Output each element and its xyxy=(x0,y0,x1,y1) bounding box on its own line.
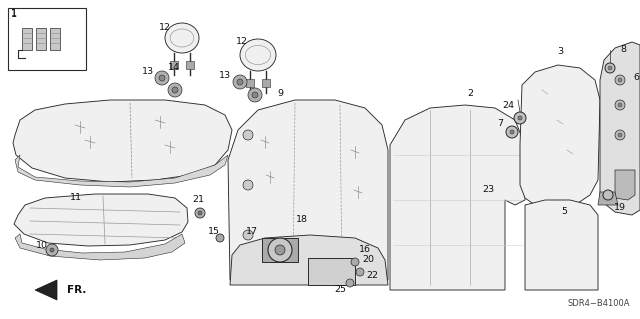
Polygon shape xyxy=(525,200,598,290)
Ellipse shape xyxy=(165,23,199,53)
Text: 2: 2 xyxy=(467,88,473,98)
Bar xyxy=(8,8,86,70)
Text: 13: 13 xyxy=(142,68,154,77)
Circle shape xyxy=(615,100,625,110)
Polygon shape xyxy=(308,258,355,285)
Circle shape xyxy=(603,190,613,200)
Text: 6: 6 xyxy=(633,73,639,83)
Text: 11: 11 xyxy=(70,192,82,202)
Circle shape xyxy=(159,75,165,81)
Circle shape xyxy=(615,75,625,85)
Text: 14: 14 xyxy=(168,63,180,71)
Circle shape xyxy=(195,208,205,218)
Text: 7: 7 xyxy=(497,118,503,128)
Circle shape xyxy=(248,88,262,102)
Text: 3: 3 xyxy=(557,48,563,56)
Circle shape xyxy=(618,103,622,107)
Polygon shape xyxy=(14,194,188,246)
Circle shape xyxy=(243,230,253,240)
Text: 15: 15 xyxy=(208,227,220,236)
Text: 8: 8 xyxy=(620,46,626,55)
Polygon shape xyxy=(230,235,388,285)
Polygon shape xyxy=(246,79,254,87)
Polygon shape xyxy=(600,42,640,215)
Text: 12: 12 xyxy=(159,24,171,33)
Circle shape xyxy=(514,112,526,124)
Text: 5: 5 xyxy=(561,207,567,217)
Circle shape xyxy=(50,248,54,252)
Text: 1: 1 xyxy=(11,10,17,19)
Polygon shape xyxy=(35,280,57,300)
Circle shape xyxy=(618,78,622,82)
Circle shape xyxy=(172,87,178,93)
Polygon shape xyxy=(50,28,60,50)
Circle shape xyxy=(275,245,285,255)
Polygon shape xyxy=(36,28,46,50)
Polygon shape xyxy=(228,100,388,280)
Circle shape xyxy=(506,126,518,138)
Circle shape xyxy=(615,130,625,140)
Polygon shape xyxy=(390,105,525,290)
Text: SDR4−B4100A: SDR4−B4100A xyxy=(568,299,630,308)
Circle shape xyxy=(510,130,514,134)
Circle shape xyxy=(216,234,224,242)
Text: 22: 22 xyxy=(366,271,378,279)
Text: 19: 19 xyxy=(614,203,626,211)
Circle shape xyxy=(252,92,258,98)
Text: 17: 17 xyxy=(246,227,258,236)
Circle shape xyxy=(518,116,522,120)
Text: 13: 13 xyxy=(219,70,231,79)
Circle shape xyxy=(155,71,169,85)
Circle shape xyxy=(243,130,253,140)
Text: 10: 10 xyxy=(36,241,48,250)
Ellipse shape xyxy=(240,39,276,71)
Polygon shape xyxy=(15,234,185,260)
Text: 25: 25 xyxy=(334,286,346,294)
Text: 18: 18 xyxy=(296,216,308,225)
Polygon shape xyxy=(262,238,298,262)
Circle shape xyxy=(168,83,182,97)
Polygon shape xyxy=(520,65,600,208)
Circle shape xyxy=(237,79,243,85)
Circle shape xyxy=(351,258,359,266)
Text: FR.: FR. xyxy=(67,285,86,295)
Text: 23: 23 xyxy=(482,186,494,195)
Polygon shape xyxy=(598,192,618,205)
Circle shape xyxy=(608,66,612,70)
Circle shape xyxy=(356,268,364,276)
Polygon shape xyxy=(170,61,178,69)
Text: 9: 9 xyxy=(277,88,283,98)
Polygon shape xyxy=(186,61,194,69)
Circle shape xyxy=(618,133,622,137)
Circle shape xyxy=(198,211,202,215)
Polygon shape xyxy=(22,28,32,50)
Circle shape xyxy=(233,75,247,89)
Circle shape xyxy=(605,63,615,73)
Circle shape xyxy=(268,238,292,262)
Text: 1: 1 xyxy=(11,9,17,19)
Circle shape xyxy=(243,180,253,190)
Text: 21: 21 xyxy=(192,196,204,204)
Text: 16: 16 xyxy=(359,246,371,255)
Text: 20: 20 xyxy=(362,256,374,264)
Polygon shape xyxy=(15,155,228,187)
Text: 24: 24 xyxy=(502,100,514,109)
Circle shape xyxy=(46,244,58,256)
Polygon shape xyxy=(13,100,232,182)
Polygon shape xyxy=(262,79,270,87)
Text: 12: 12 xyxy=(236,38,248,47)
Circle shape xyxy=(346,279,354,287)
Polygon shape xyxy=(615,170,635,200)
